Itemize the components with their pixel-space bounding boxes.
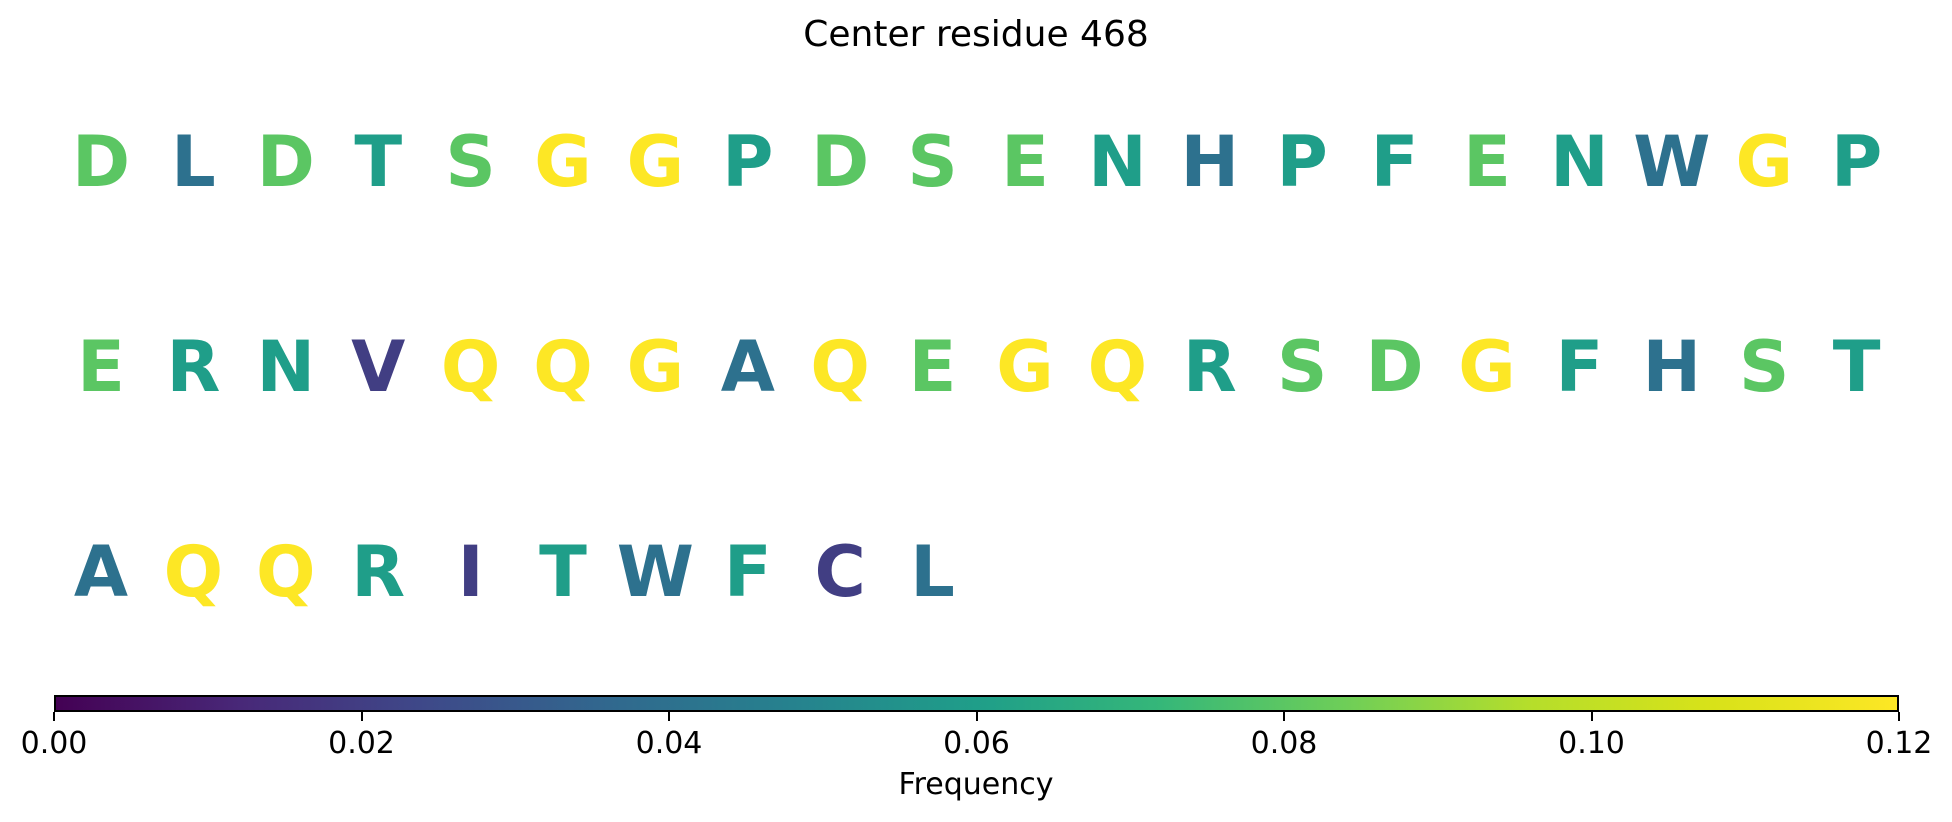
residue-letter: G xyxy=(1458,326,1516,408)
residue-letter: D xyxy=(1365,326,1424,408)
residue-letter: I xyxy=(457,531,484,613)
residue-letter: F xyxy=(1370,121,1419,203)
residue-letter: Q xyxy=(440,326,501,408)
residue-letter: N xyxy=(256,326,316,408)
chart-title: Center residue 468 xyxy=(803,14,1149,55)
residue-letter: D xyxy=(71,121,131,203)
residue-letter: P xyxy=(722,121,774,203)
colorbar-tick-mark xyxy=(360,712,363,721)
colorbar-tick-label: 0.06 xyxy=(943,726,1010,761)
residue-letter: E xyxy=(1001,121,1049,203)
residue-letter: W xyxy=(616,531,694,613)
residue-letter: Q xyxy=(1087,326,1148,408)
residue-letter: F xyxy=(723,531,772,613)
residue-letter: W xyxy=(1633,121,1711,203)
colorbar-tick-label: 0.12 xyxy=(1865,726,1933,761)
residue-letter: R xyxy=(1182,326,1237,408)
residue-letter: L xyxy=(171,121,216,203)
residue-letter: S xyxy=(907,121,958,203)
colorbar-tick-label: 0.10 xyxy=(1558,726,1625,761)
residue-letter: A xyxy=(720,326,775,408)
residue-letter: T xyxy=(1832,326,1881,408)
residue-letter: N xyxy=(1088,121,1147,203)
residue-letter: Q xyxy=(256,531,316,613)
residue-letter: D xyxy=(256,121,315,203)
residue-letter: E xyxy=(908,326,957,408)
colorbar-tick-label: 0.08 xyxy=(1250,726,1318,761)
residue-letter: R xyxy=(166,326,221,408)
residue-letter: T xyxy=(539,531,587,613)
residue-letter: G xyxy=(626,326,685,408)
residue-letter: P xyxy=(1276,121,1328,203)
residue-letter: G xyxy=(626,121,685,203)
residue-letter: G xyxy=(1735,121,1793,203)
colorbar-tick-mark xyxy=(975,712,978,721)
residue-letter: E xyxy=(1463,121,1511,203)
residue-letter: S xyxy=(1276,326,1328,408)
colorbar-label: Frequency xyxy=(898,767,1054,802)
residue-letter: Q xyxy=(810,326,870,408)
residue-letter: S xyxy=(1738,326,1790,408)
residue-letter: G xyxy=(996,326,1054,408)
colorbar-gradient xyxy=(54,695,1899,712)
residue-letter: L xyxy=(910,531,955,613)
residue-letter: D xyxy=(811,121,870,203)
residue-letter: C xyxy=(814,531,866,613)
residue-letter: H xyxy=(1180,121,1240,203)
residue-letter: G xyxy=(534,121,592,203)
residue-letter: H xyxy=(1642,326,1702,408)
colorbar-tick-mark xyxy=(668,712,670,721)
residue-letter: E xyxy=(77,326,125,408)
residue-letter: P xyxy=(1830,121,1883,203)
residue-letter: N xyxy=(1550,121,1609,203)
colorbar-tick-mark xyxy=(1283,712,1285,721)
colorbar-tick-mark xyxy=(53,712,55,721)
colorbar-tick-mark xyxy=(1590,712,1593,721)
residue-letter: S xyxy=(445,121,496,203)
residue-letter: A xyxy=(73,531,129,613)
colorbar-tick-label: 0.00 xyxy=(20,726,88,761)
residue-letter: F xyxy=(1555,326,1604,408)
residue-letter: Q xyxy=(533,326,593,408)
colorbar-tick-mark xyxy=(1898,712,1900,721)
residue-letter: T xyxy=(354,121,403,203)
colorbar-tick-label: 0.02 xyxy=(328,726,395,761)
residue-letter: R xyxy=(351,531,406,613)
colorbar-tick-label: 0.04 xyxy=(635,726,703,761)
residue-letter: V xyxy=(351,326,406,408)
residue-letter: Q xyxy=(163,531,224,613)
colorbar xyxy=(54,695,1899,712)
